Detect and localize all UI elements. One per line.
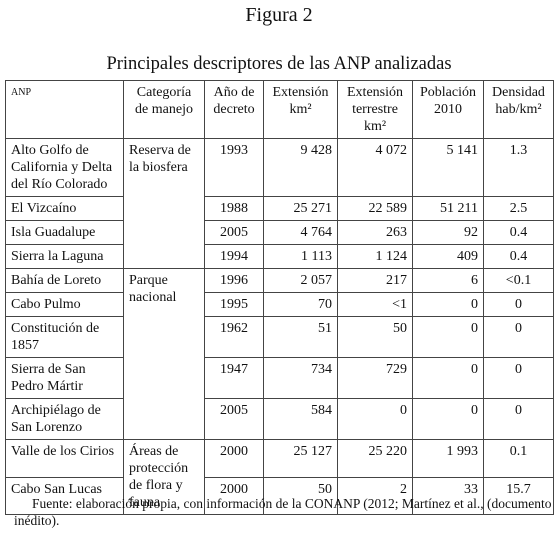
table-row: Constitución de 1857 1962 51 50 0 0: [5, 316, 554, 358]
table-row: Isla Guadalupe 2005 4 764 263 92 0.4: [5, 220, 554, 245]
table-body: Alto Golfo de California y Delta del Río…: [5, 138, 554, 515]
cell: 2.5: [483, 196, 554, 221]
cell: 1993: [204, 138, 264, 197]
column-header: Año de decreto: [204, 80, 264, 139]
anp-name: Valle de los Cirios: [5, 439, 124, 478]
cell: 25 271: [263, 196, 338, 221]
table-row: El Vizcaíno 1988 25 271 22 589 51 211 2.5: [5, 196, 554, 221]
cell: 1988: [204, 196, 264, 221]
data-table: ANP Categoría de manejo Año de decreto Exte…: [5, 80, 554, 515]
column-header: ANP: [5, 80, 124, 139]
cell: <1: [337, 292, 413, 317]
cell: 50: [337, 316, 413, 358]
table-row: Sierra la Laguna 1994 1 113 1 124 409 0.4: [5, 244, 554, 269]
table-row: Cabo San Lucas 2000 50 2 33 15.7: [5, 476, 554, 515]
cell: <0.1: [483, 268, 554, 293]
cell: 1 124: [337, 244, 413, 269]
cell: 1.3: [483, 138, 554, 197]
cell: 51: [263, 316, 338, 358]
cell: 1996: [204, 268, 264, 293]
anp-name: Sierra la Laguna: [5, 244, 124, 269]
cell: 1994: [204, 244, 264, 269]
column-header: Población 2010: [412, 80, 484, 139]
table-row: Archipiélago de San Lorenzo 2005 584 0 0 0: [5, 398, 554, 440]
cell: 734: [263, 357, 338, 399]
cell: 92: [412, 220, 484, 245]
cell: 2005: [204, 220, 264, 245]
cell: 4 764: [263, 220, 338, 245]
figure-label: Figura 2: [245, 4, 313, 26]
cell: 70: [263, 292, 338, 317]
cell: 0: [412, 292, 484, 317]
cell: 0.4: [483, 220, 554, 245]
cell: 15.7: [483, 476, 554, 515]
cell: 0: [412, 316, 484, 358]
anp-name: Cabo San Lucas: [5, 476, 124, 515]
column-header: Extensión km²: [263, 80, 338, 139]
anp-name: Cabo Pulmo: [5, 292, 124, 317]
cell: 2000: [204, 439, 264, 478]
cell: 50: [263, 476, 338, 515]
cell: 1995: [204, 292, 264, 317]
cell: 1 113: [263, 244, 338, 269]
table-row: Valle de los Cirios Áreas de protección d…: [5, 439, 554, 515]
table-row: Sierra de San Pedro Mártir 1947 734 729 0 0: [5, 357, 554, 399]
cell: 1 993: [412, 439, 484, 478]
cell: 33: [412, 476, 484, 515]
table-title: Principales descriptores de las ANP anal…: [106, 54, 452, 74]
table-row: Alto Golfo de California y Delta del Río…: [5, 138, 554, 269]
cell: 217: [337, 268, 413, 293]
anp-name: Archipiélago de San Lorenzo: [5, 398, 124, 440]
column-header: Densidad hab/km²: [483, 80, 554, 139]
column-header: Extensión terrestre km²: [337, 80, 413, 139]
cell: 584: [263, 398, 338, 440]
cell: 1962: [204, 316, 264, 358]
anp-name: Alto Golfo de California y Delta del Río…: [5, 138, 124, 197]
table-row: Bahía de Loreto Parque nacional 1996 2 057 2…: [5, 268, 554, 440]
cell: 2005: [204, 398, 264, 440]
cell: 1947: [204, 357, 264, 399]
category: Áreas de protección de flora y fauna: [123, 439, 205, 515]
cell: 0.4: [483, 244, 554, 269]
cell: 0: [483, 398, 554, 440]
cell: 6: [412, 268, 484, 293]
cell: 5 141: [412, 138, 484, 197]
anp-name: Isla Guadalupe: [5, 220, 124, 245]
cell: 0: [412, 398, 484, 440]
anp-name: El Vizcaíno: [5, 196, 124, 221]
cell: 409: [412, 244, 484, 269]
cell: 51 211: [412, 196, 484, 221]
category: Parque nacional: [123, 268, 205, 440]
category: Reserva de la biosfera: [123, 138, 205, 269]
cell: 9 428: [263, 138, 338, 197]
cell: 0: [483, 316, 554, 358]
footnote: Fuente: elaboración propia, con informac…: [14, 496, 552, 528]
cell: 25 220: [337, 439, 413, 478]
cell: 0: [483, 357, 554, 399]
anp-name: Constitución de 1857: [5, 316, 124, 358]
cell: 729: [337, 357, 413, 399]
table-row: Cabo Pulmo 1995 70 <1 0 0: [5, 292, 554, 317]
cell: 263: [337, 220, 413, 245]
cell: 2 057: [263, 268, 338, 293]
cell: 0.1: [483, 439, 554, 478]
anp-name: Bahía de Loreto: [5, 268, 124, 293]
column-header: Categoría de manejo: [123, 80, 205, 139]
cell: 0: [412, 357, 484, 399]
anp-name: Sierra de San Pedro Mártir: [5, 357, 124, 399]
cell: 22 589: [337, 196, 413, 221]
cell: 25 127: [263, 439, 338, 478]
cell: 4 072: [337, 138, 413, 197]
cell: 2: [337, 476, 413, 515]
cell: 0: [337, 398, 413, 440]
header-row: ANP Categoría de manejo Año de decreto Exte…: [5, 80, 554, 139]
cell: 0: [483, 292, 554, 317]
